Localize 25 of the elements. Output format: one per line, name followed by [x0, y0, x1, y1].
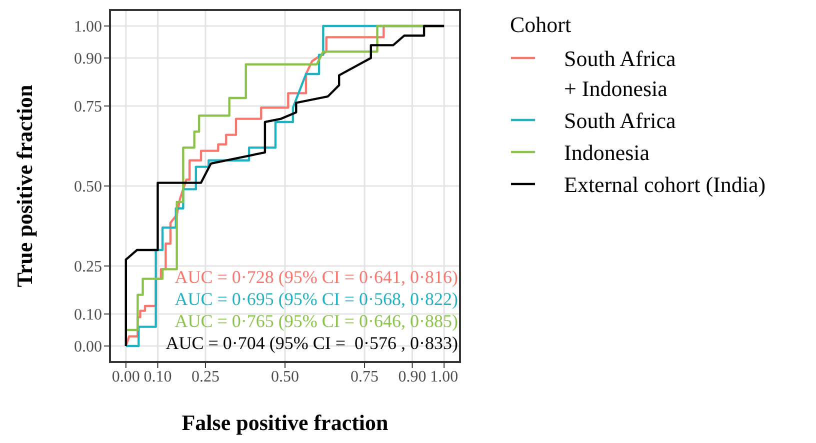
annotation: AUC = 0·695 (95% CI = 0·568, 0·822)	[174, 288, 458, 310]
x-tick-label: 0.50	[271, 368, 299, 386]
legend-label: South Africa + Indonesia	[564, 45, 676, 103]
y-tick-label: 0.90	[74, 50, 102, 68]
y-tick-label: 0.00	[74, 338, 102, 356]
annotation: AUC = 0·765 (95% CI = 0·646, 0·885)	[174, 310, 458, 332]
legend-title: Cohort	[510, 12, 572, 38]
legend-label: External cohort (India)	[564, 171, 766, 199]
y-tick-label: 0.75	[74, 98, 102, 116]
y-tick-label: 0.10	[74, 306, 102, 324]
x-tick-label: 0.10	[144, 368, 172, 386]
legend-label: Indonesia	[564, 139, 650, 167]
y-tick-label: 1.00	[74, 18, 102, 36]
legend-label: South Africa	[564, 107, 676, 135]
y-tick-label: 0.25	[74, 258, 102, 276]
annotation: AUC = 0·728 (95% CI = 0·641, 0·816)	[174, 266, 458, 288]
annotation: AUC = 0·704 (95% CI = 0·576 , 0·833)	[166, 332, 458, 354]
x-tick-label: 0.00	[112, 368, 140, 386]
x-tick-label: 0.90	[398, 368, 426, 386]
x-tick-label: 0.75	[350, 368, 379, 386]
y-tick-label: 0.50	[74, 178, 102, 196]
x-tick-label: 0.25	[191, 368, 220, 386]
x-tick-label: 1.00	[430, 368, 458, 386]
x-axis-title: False positive fraction	[180, 410, 390, 436]
y-axis-title: True positive fraction	[12, 84, 38, 288]
